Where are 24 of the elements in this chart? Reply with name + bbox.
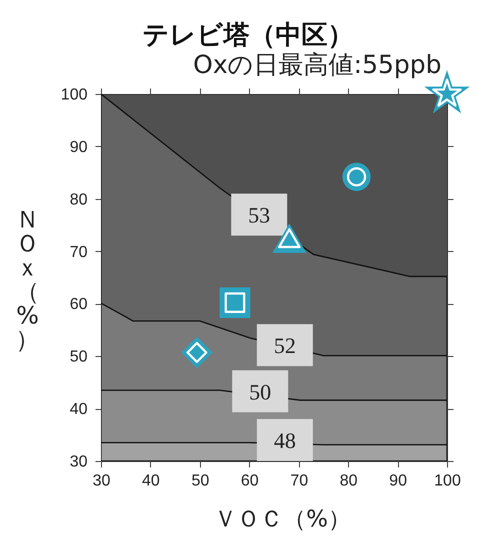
y-tick-label: 40 <box>70 401 88 418</box>
x-tick-label: 50 <box>191 472 210 490</box>
y-axis-title: ＮＯｘ（%） <box>16 206 40 354</box>
x-axis-title: ＶＯＣ（%） <box>214 506 351 532</box>
chart-subtitle: Oxの日最高値:55ppb <box>193 50 442 79</box>
annotation: 50 <box>249 379 272 404</box>
annotation: 48 <box>274 428 296 454</box>
y-tick-label: 80 <box>70 191 88 208</box>
y-tick-label: 70 <box>70 244 88 261</box>
x-tick-label: 70 <box>290 472 308 490</box>
x-tick-label: 40 <box>142 472 160 490</box>
annotation: 53 <box>248 202 270 228</box>
annotation: 52 <box>274 333 296 358</box>
chart-title: テレビ塔（中区） <box>142 20 354 50</box>
x-tick-label: 60 <box>240 472 259 490</box>
y-tick-label: 30 <box>70 454 88 470</box>
y-tick-label: 100 <box>60 86 88 104</box>
y-tick-label: 50 <box>70 348 88 366</box>
x-tick-label: 90 <box>389 472 408 490</box>
x-tick-label: 30 <box>92 472 110 490</box>
x-tick-label: 80 <box>340 472 358 490</box>
x-tick-label: 100 <box>434 472 461 490</box>
y-tick-label: 60 <box>70 296 88 314</box>
y-tick-label: 90 <box>70 138 88 156</box>
